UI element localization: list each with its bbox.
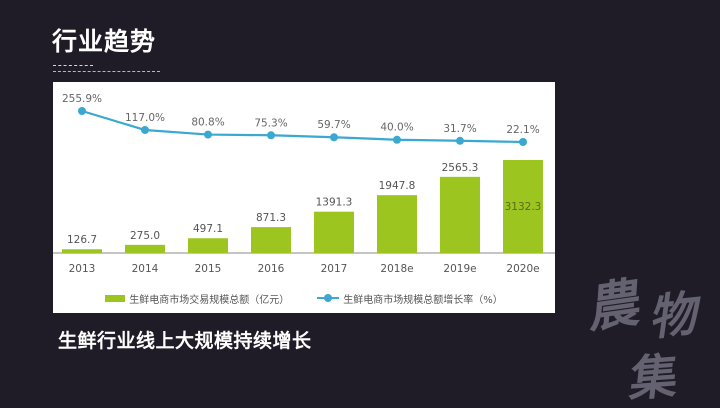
bar-value-label: 497.1 — [193, 223, 223, 235]
legend-line-label: 生鲜电商市场规模总额增长率（%） — [343, 294, 503, 306]
watermark-char-3: 集 — [627, 348, 681, 408]
combo-chart: 126.7 2013 275.0 2014 497.1 2015 871.3 2016 1391… — [53, 93, 555, 275]
line-value-label: 117.0% — [125, 112, 165, 124]
legend-item-line: 生鲜电商市场规模总额增长率（%） — [317, 291, 503, 306]
line-value-label: 75.3% — [254, 117, 287, 129]
bar-value-label: 275.0 — [130, 230, 160, 242]
x-tick-label: 2017 — [321, 263, 348, 275]
x-tick-label: 2016 — [258, 263, 285, 275]
x-tick-label: 2018e — [380, 263, 413, 275]
bar-2016 — [251, 227, 291, 253]
legend-line-marker-icon — [317, 294, 340, 302]
bar-2013 — [62, 249, 102, 253]
line-point — [519, 138, 527, 146]
bar-value-label: 871.3 — [256, 212, 286, 224]
line-value-label: 40.0% — [380, 122, 413, 134]
bar-value-label: 1391.3 — [316, 197, 353, 209]
legend-item-bar: 生鲜电商市场交易规模总额（亿元） — [105, 291, 289, 306]
title-divider-long — [53, 71, 160, 72]
bar-value-label: 126.7 — [67, 234, 97, 246]
bar-2020e — [503, 160, 543, 253]
line-point — [204, 130, 212, 139]
bar-value-label: 3132.3 — [505, 201, 542, 213]
x-tick-label: 2019e — [443, 263, 476, 275]
bar-2015 — [188, 238, 228, 253]
chart-panel: 126.7 2013 275.0 2014 497.1 2015 871.3 2016 1391… — [53, 82, 555, 313]
line-point — [78, 107, 86, 115]
bar-value-label: 2565.3 — [442, 162, 479, 174]
bar-2017 — [314, 211, 354, 253]
line-point — [141, 126, 149, 134]
bar-2014 — [125, 244, 165, 253]
line-value-label: 80.8% — [191, 117, 224, 129]
title-divider-short — [53, 65, 93, 66]
slide-subtitle: 生鲜行业线上大规模持续增长 — [58, 330, 312, 352]
line-point — [330, 133, 338, 142]
watermark-char-2: 物 — [648, 284, 704, 348]
slide-title: 行业趋势 — [52, 27, 157, 56]
legend-bar-label: 生鲜电商市场交易规模总额（亿元） — [129, 294, 290, 306]
line-value-label: 22.1% — [506, 124, 539, 136]
line-point — [456, 136, 464, 145]
line-point — [267, 131, 275, 140]
x-tick-label: 2014 — [132, 263, 159, 275]
bar-value-label: 1947.8 — [379, 180, 416, 192]
bar-2018e — [377, 195, 417, 253]
x-tick-label: 2015 — [195, 263, 222, 275]
x-tick-label: 2020e — [506, 263, 539, 275]
x-tick-label: 2013 — [69, 263, 96, 275]
line-value-label: 31.7% — [443, 123, 476, 135]
bar-2019e — [440, 176, 480, 253]
brand-watermark: 農 物 集 — [588, 262, 720, 408]
line-value-label: 255.9% — [62, 93, 102, 105]
line-point — [393, 135, 401, 144]
watermark-char-1: 農 — [588, 270, 644, 341]
growth-rate-line — [81, 109, 524, 144]
legend-bar-swatch-icon — [105, 294, 126, 302]
line-value-label: 59.7% — [317, 119, 350, 131]
chart-legend: 生鲜电商市场交易规模总额（亿元） 生鲜电商市场规模总额增长率（%） — [53, 290, 555, 306]
